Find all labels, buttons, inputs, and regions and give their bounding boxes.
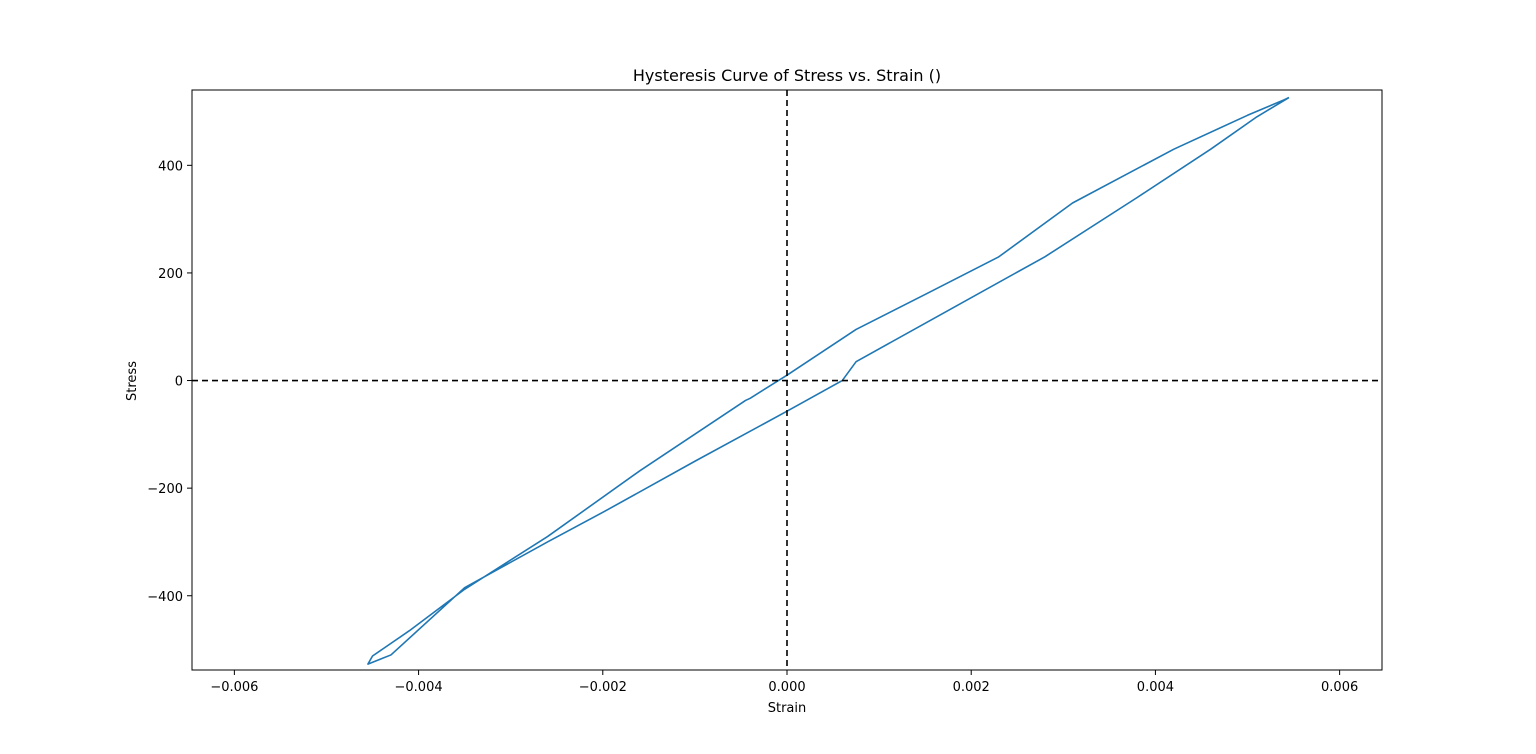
x-tick-label: 0.006	[1321, 680, 1358, 695]
x-tick-label: 0.004	[1137, 680, 1174, 695]
y-tick-label: 400	[158, 159, 183, 174]
series-line-0	[367, 96, 1290, 665]
x-axis-title: Strain	[768, 701, 807, 716]
x-tick-label: −0.006	[210, 680, 258, 695]
x-tick-label: 0.000	[768, 680, 805, 695]
y-tick-label: −400	[147, 590, 183, 605]
y-axis-title: Stress	[125, 361, 140, 401]
x-tick-label: −0.002	[579, 680, 627, 695]
y-tick-label: 0	[175, 375, 183, 390]
x-tick-label: 0.002	[953, 680, 990, 695]
chart-title: Hysteresis Curve of Stress vs. Strain ()	[633, 66, 941, 85]
x-tick-label: −0.004	[395, 680, 443, 695]
y-tick-label: −200	[147, 482, 183, 497]
y-tick-label: 200	[158, 267, 183, 282]
